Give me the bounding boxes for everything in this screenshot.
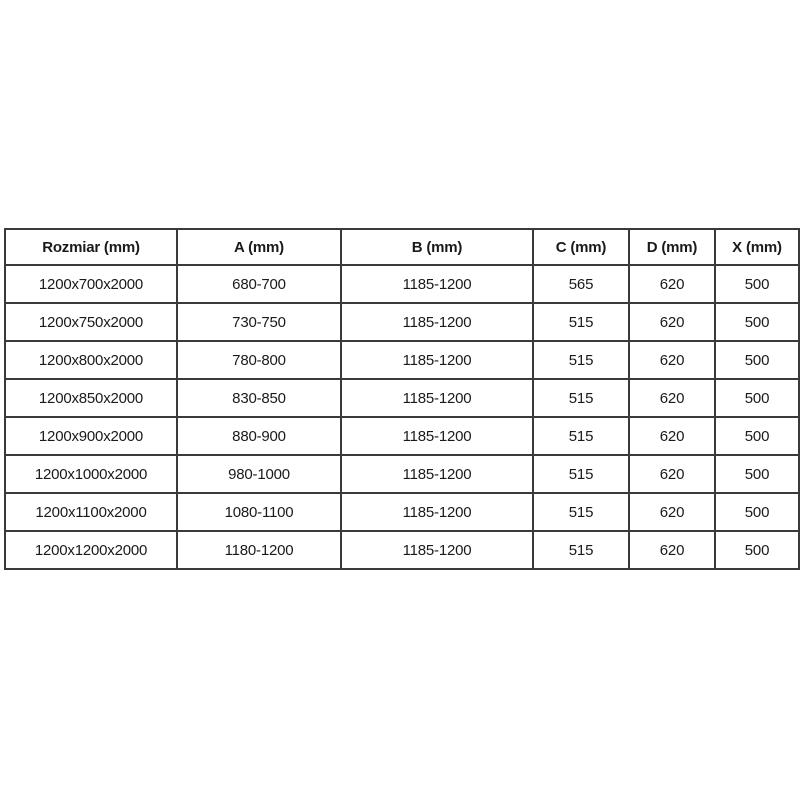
table-row: 1200x800x2000 780-800 1185-1200 515 620 500 [4, 340, 800, 380]
table-cell: 620 [628, 416, 716, 456]
table-cell: 620 [628, 340, 716, 380]
table-row: 1200x700x2000 680-700 1185-1200 565 620 500 [4, 264, 800, 304]
table-cell: 1185-1200 [340, 378, 534, 418]
table-cell: 500 [714, 264, 800, 304]
table-cell: 515 [532, 378, 630, 418]
table-cell: 500 [714, 492, 800, 532]
column-header-2: B (mm) [340, 228, 534, 266]
table-cell: 500 [714, 416, 800, 456]
table-cell: 730-750 [176, 302, 342, 342]
table-row: 1200x1100x2000 1080-1100 1185-1200 515 620 50… [4, 492, 800, 532]
table-cell: 500 [714, 454, 800, 494]
table-cell: 515 [532, 454, 630, 494]
table-cell: 620 [628, 302, 716, 342]
table-cell: 515 [532, 340, 630, 380]
table-cell: 1080-1100 [176, 492, 342, 532]
table-body: 1200x700x2000 680-700 1185-1200 565 620 500 12… [4, 264, 800, 570]
table-cell: 1185-1200 [340, 492, 534, 532]
table-cell: 1185-1200 [340, 530, 534, 570]
column-header-3: C (mm) [532, 228, 630, 266]
table-row: 1200x750x2000 730-750 1185-1200 515 620 500 [4, 302, 800, 342]
table-cell: 1180-1200 [176, 530, 342, 570]
table-cell: 1200x800x2000 [4, 340, 178, 380]
table-cell: 1200x750x2000 [4, 302, 178, 342]
table-cell: 620 [628, 264, 716, 304]
table-cell: 500 [714, 340, 800, 380]
table-cell: 1185-1200 [340, 302, 534, 342]
table-cell: 500 [714, 530, 800, 570]
table-cell: 1185-1200 [340, 264, 534, 304]
table-cell: 780-800 [176, 340, 342, 380]
table-cell: 515 [532, 530, 630, 570]
table-cell: 500 [714, 378, 800, 418]
table-cell: 620 [628, 530, 716, 570]
size-specification-table: Rozmiar (mm) A (mm) B (mm) C (mm) D (mm) X (m… [4, 228, 800, 570]
table-cell: 980-1000 [176, 454, 342, 494]
table-cell: 1185-1200 [340, 416, 534, 456]
column-header-5: X (mm) [714, 228, 800, 266]
table-cell: 620 [628, 492, 716, 532]
column-header-1: A (mm) [176, 228, 342, 266]
table-cell: 880-900 [176, 416, 342, 456]
table-cell: 1185-1200 [340, 454, 534, 494]
table-row: 1200x900x2000 880-900 1185-1200 515 620 500 [4, 416, 800, 456]
table-cell: 830-850 [176, 378, 342, 418]
table-cell: 1200x850x2000 [4, 378, 178, 418]
table-cell: 1200x700x2000 [4, 264, 178, 304]
table-cell: 1185-1200 [340, 340, 534, 380]
table-cell: 620 [628, 454, 716, 494]
table-header-row: Rozmiar (mm) A (mm) B (mm) C (mm) D (mm) X (m… [4, 228, 800, 266]
table-cell: 500 [714, 302, 800, 342]
table-cell: 1200x1200x2000 [4, 530, 178, 570]
table-cell: 680-700 [176, 264, 342, 304]
column-header-4: D (mm) [628, 228, 716, 266]
table-cell: 515 [532, 492, 630, 532]
table-row: 1200x850x2000 830-850 1185-1200 515 620 500 [4, 378, 800, 418]
table-cell: 1200x1100x2000 [4, 492, 178, 532]
table-cell: 1200x900x2000 [4, 416, 178, 456]
table-cell: 515 [532, 302, 630, 342]
column-header-0: Rozmiar (mm) [4, 228, 178, 266]
table-row: 1200x1200x2000 1180-1200 1185-1200 515 620 50… [4, 530, 800, 570]
table-header: Rozmiar (mm) A (mm) B (mm) C (mm) D (mm) X (m… [4, 228, 800, 266]
table-cell: 1200x1000x2000 [4, 454, 178, 494]
table-cell: 620 [628, 378, 716, 418]
table-cell: 515 [532, 416, 630, 456]
table-row: 1200x1000x2000 980-1000 1185-1200 515 620 500 [4, 454, 800, 494]
table-cell: 565 [532, 264, 630, 304]
